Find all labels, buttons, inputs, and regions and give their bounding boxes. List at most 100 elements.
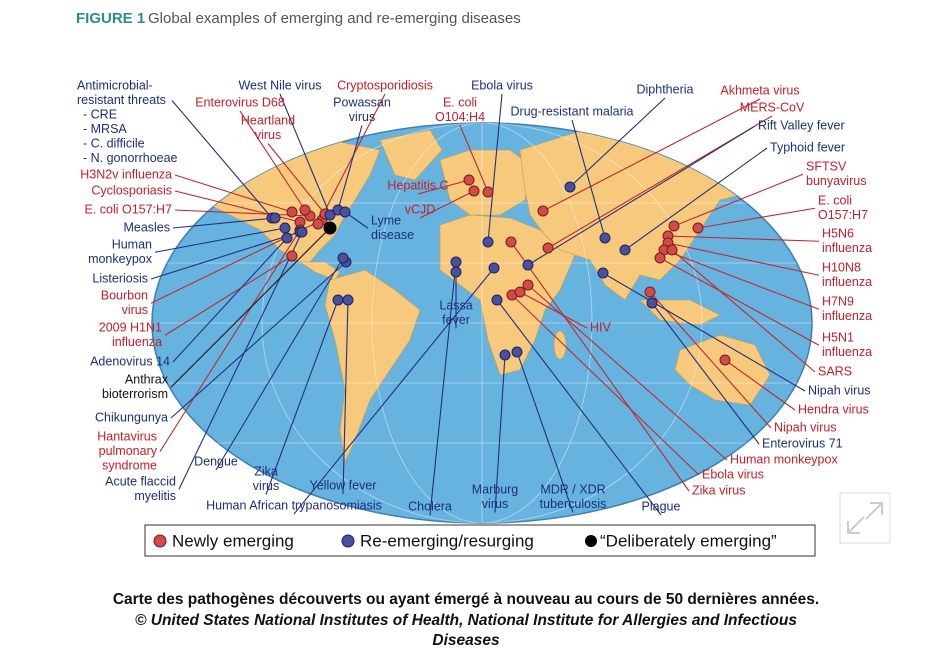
marker (482, 186, 494, 198)
leader-line (459, 125, 489, 193)
disease-label: Plague (642, 499, 681, 513)
marker (499, 349, 511, 361)
marker (296, 226, 308, 238)
disease-label: resistant threats (77, 93, 166, 107)
leader-line (624, 147, 768, 251)
marker (339, 206, 351, 218)
leader-line (527, 125, 756, 266)
disease-label: Zika virus (692, 483, 745, 497)
leader-line (159, 229, 301, 452)
expand-glyph (847, 502, 883, 534)
disease-label: E. coli (818, 193, 852, 207)
leader-line (697, 207, 816, 229)
disease-label: H7N9 (822, 294, 854, 308)
marker (312, 218, 324, 230)
leader-line (317, 93, 386, 225)
leader-line (673, 173, 804, 227)
legend-marker (341, 534, 355, 548)
disease-label: influenza (822, 345, 872, 359)
leader-line (170, 261, 347, 419)
disease-label: Cyclosporiasis (91, 183, 172, 197)
disease-label: Cholera (408, 499, 452, 513)
disease-label: Human monkeypox (730, 452, 838, 466)
disease-label: Diphtheria (637, 82, 694, 96)
disease-label: Bourbon (101, 288, 148, 302)
marker (668, 220, 680, 232)
leader-line (487, 93, 503, 243)
disease-label: pulmonary (99, 444, 158, 458)
disease-label: Measles (123, 220, 170, 234)
leader-line (164, 255, 293, 336)
disease-label: virus (255, 128, 281, 142)
marker (463, 174, 475, 186)
leader-line (171, 100, 273, 219)
leader-line (667, 235, 820, 242)
leader-line (239, 110, 306, 211)
disease-label: - C. difficile (83, 136, 145, 150)
disease-label: HIV (590, 320, 612, 334)
marker (599, 232, 611, 244)
disease-label: H5N1 (822, 330, 854, 344)
disease-label: myelitis (134, 489, 176, 503)
disease-label: virus (253, 479, 279, 493)
disease-label: virus (482, 497, 508, 511)
disease-label: Enterovirus 71 (762, 436, 843, 450)
disease-label: Akhmeta virus (720, 83, 799, 97)
legend-label: Re-emerging/resurging (360, 531, 534, 550)
marker (491, 294, 503, 306)
marker (342, 294, 354, 306)
leader-line (667, 242, 820, 276)
disease-label: Yellow fever (310, 478, 377, 492)
figure-title: Global examples of emerging and re-emerg… (148, 10, 521, 27)
marker (488, 262, 500, 274)
figure-label: FIGURE 1 (76, 10, 145, 27)
disease-label: Ebola virus (471, 78, 533, 92)
marker (564, 181, 576, 193)
legend-marker (585, 535, 597, 547)
legend: Newly emerging Re-emerging/resurging “De… (144, 524, 816, 557)
legend-marker (153, 534, 167, 548)
disease-label: - N. gonorrhoeae (83, 151, 178, 165)
marker (450, 266, 462, 278)
disease-label: H5N6 (822, 226, 854, 240)
leader-line (602, 272, 806, 392)
leader-line (649, 291, 772, 429)
disease-label: Hepatitis C (387, 178, 448, 192)
marker (719, 354, 731, 366)
marker (644, 286, 656, 298)
disease-label: bunyavirus (806, 174, 866, 188)
marker (654, 252, 666, 264)
marker (537, 205, 549, 217)
expand-icon[interactable] (839, 492, 891, 544)
continents (199, 127, 796, 464)
marker (522, 259, 534, 271)
leader-line (172, 217, 276, 229)
disease-label: E. coli O157:H7 (84, 202, 172, 216)
disease-label: O157:H7 (818, 208, 868, 222)
marker (692, 222, 704, 234)
disease-label: fever (442, 313, 470, 327)
leader-line (267, 143, 326, 215)
disease-label: Powassan (333, 95, 391, 109)
disease-label: Antimicrobial- (77, 78, 153, 92)
leader-line (342, 299, 349, 495)
marker (279, 222, 291, 234)
marker (619, 244, 631, 256)
leader-line (511, 294, 700, 476)
marker (511, 346, 523, 358)
marker (332, 294, 344, 306)
leader-line (172, 237, 288, 363)
disease-label: H3N2v influenza (80, 167, 172, 181)
marker (299, 204, 311, 216)
leader-line (519, 291, 588, 329)
disease-label: Dengue (194, 454, 238, 468)
leader-line (279, 93, 331, 216)
leader-line (293, 267, 495, 515)
disease-label: Lassa (439, 298, 472, 312)
expand-button[interactable] (839, 492, 891, 544)
marker (542, 242, 554, 254)
disease-label: influenza (822, 309, 872, 323)
disease-label: Zika (254, 464, 278, 478)
leader-line (337, 125, 363, 211)
disease-label: H10N8 (822, 260, 861, 274)
